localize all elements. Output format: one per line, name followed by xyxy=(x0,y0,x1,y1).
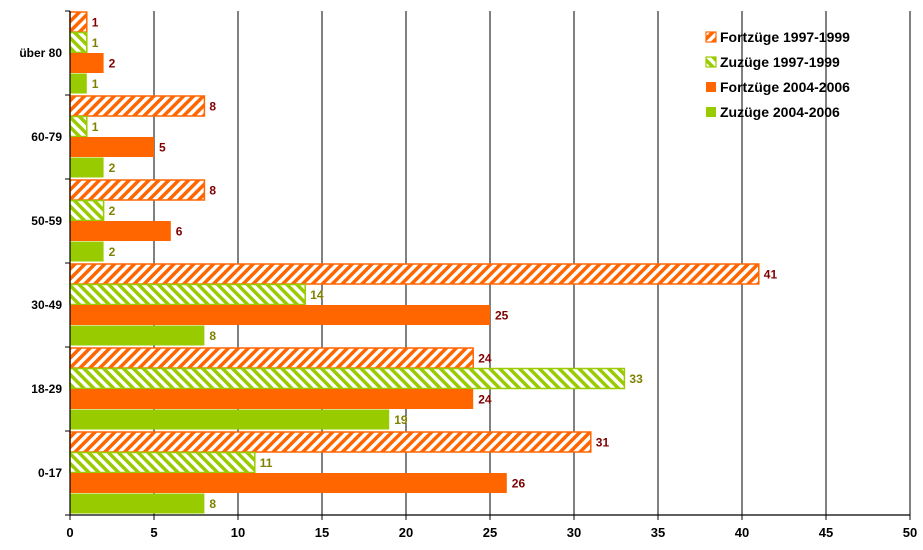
value-label-zuzüge-2004-2006-50-59: 2 xyxy=(109,245,116,259)
legend-swatch-zuzüge-1997-1999 xyxy=(705,56,717,68)
bar-zuzüge-1997-1999-18-29 xyxy=(69,367,626,390)
x-tick-label: 35 xyxy=(651,525,665,540)
value-label-zuzüge-2004-2006-60-79: 2 xyxy=(109,161,116,175)
grid xyxy=(153,11,911,515)
bar-fortzüge-2004-2006-18-29 xyxy=(70,389,474,409)
legend-label-fortzüge-2004-2006: Fortzüge 2004-2006 xyxy=(720,79,850,95)
bar-fortzüge-1997-1999-über-80 xyxy=(69,11,88,33)
bar-fortzüge-2004-2006-50-59 xyxy=(70,221,171,241)
category-label-30-49: 30-49 xyxy=(31,298,62,312)
value-label-fortzüge-2004-2006-18-29: 24 xyxy=(478,393,492,407)
bar-fortzüge-1997-1999-30-49 xyxy=(69,263,760,285)
value-label-zuzüge-1997-1999-60-79: 1 xyxy=(92,120,99,134)
value-label-fortzüge-1997-1999-0-17: 31 xyxy=(596,436,610,450)
bar-zuzüge-1997-1999-60-79 xyxy=(69,115,88,138)
legend-label-fortzüge-1997-1999: Fortzüge 1997-1999 xyxy=(720,29,850,45)
bar-zuzüge-2004-2006-über-80 xyxy=(70,73,87,94)
bar-zuzüge-2004-2006-30-49 xyxy=(70,325,205,346)
legend-swatch-zuzüge-2004-2006 xyxy=(706,107,716,117)
axes: 0 5 10 15 20 25 30 35 40 45 500-1718-2930-4950-596… xyxy=(19,10,917,540)
bar-zuzüge-2004-2006-50-59 xyxy=(70,241,104,262)
category-label-0-17: 0-17 xyxy=(38,466,62,480)
value-label-zuzüge-1997-1999-50-59: 2 xyxy=(109,204,116,218)
value-label-zuzüge-2004-2006-über-80: 1 xyxy=(92,77,99,91)
x-tick-label: 20 xyxy=(399,525,413,540)
value-label-zuzüge-1997-1999-18-29: 33 xyxy=(629,372,643,386)
value-label-zuzüge-2004-2006-18-29: 19 xyxy=(394,413,408,427)
value-label-zuzüge-2004-2006-0-17: 8 xyxy=(209,497,216,511)
legend-swatch-fortzüge-1997-1999 xyxy=(705,31,717,43)
value-label-fortzüge-1997-1999-über-80: 1 xyxy=(92,16,99,30)
category-label-50-59: 50-59 xyxy=(31,214,62,228)
value-label-fortzüge-2004-2006-50-59: 6 xyxy=(176,225,183,239)
legend-swatch-fortzüge-2004-2006 xyxy=(706,82,716,92)
value-label-zuzüge-1997-1999-über-80: 1 xyxy=(92,36,99,50)
category-label-60-79: 60-79 xyxy=(31,130,62,144)
x-tick-label: 45 xyxy=(819,525,833,540)
value-label-fortzüge-1997-1999-30-49: 41 xyxy=(764,268,778,282)
bar-zuzüge-2004-2006-0-17 xyxy=(70,493,205,514)
value-label-fortzüge-2004-2006-60-79: 5 xyxy=(159,141,166,155)
value-label-zuzüge-2004-2006-30-49: 8 xyxy=(209,329,216,343)
value-label-fortzüge-1997-1999-60-79: 8 xyxy=(209,100,216,114)
bar-fortzüge-1997-1999-50-59 xyxy=(69,179,206,201)
x-tick-label: 30 xyxy=(567,525,581,540)
bar-fortzüge-1997-1999-60-79 xyxy=(69,95,206,117)
bar-zuzüge-2004-2006-18-29 xyxy=(70,409,390,430)
value-label-fortzüge-2004-2006-30-49: 25 xyxy=(495,309,509,323)
category-label-18-29: 18-29 xyxy=(31,382,62,396)
bar-fortzüge-2004-2006-60-79 xyxy=(70,137,154,157)
x-tick-label: 25 xyxy=(483,525,497,540)
bar-fortzüge-2004-2006-30-49 xyxy=(70,305,490,325)
x-tick-label: 10 xyxy=(231,525,245,540)
legend: Fortzüge 1997-1999 Zuzüge 1997-1999 Fortzü… xyxy=(705,29,850,120)
x-tick-label: 5 xyxy=(150,525,157,540)
x-tick-label: 40 xyxy=(735,525,749,540)
category-label-über-80: über 80 xyxy=(19,46,62,60)
bar-zuzüge-1997-1999-30-49 xyxy=(69,283,306,306)
bar-zuzüge-1997-1999-0-17 xyxy=(69,451,256,474)
bar-fortzüge-1997-1999-18-29 xyxy=(69,347,474,369)
value-label-zuzüge-1997-1999-30-49: 14 xyxy=(310,288,324,302)
bar-fortzüge-2004-2006-über-80 xyxy=(70,53,104,73)
bar-zuzüge-2004-2006-60-79 xyxy=(70,157,104,178)
value-label-zuzüge-1997-1999-0-17: 11 xyxy=(260,456,273,470)
bars xyxy=(69,11,760,514)
bar-fortzüge-2004-2006-0-17 xyxy=(70,473,507,493)
x-tick-label: 15 xyxy=(315,525,329,540)
x-tick-label: 50 xyxy=(903,525,917,540)
legend-label-zuzüge-1997-1999: Zuzüge 1997-1999 xyxy=(720,54,840,70)
bar-fortzüge-1997-1999-0-17 xyxy=(69,431,592,453)
value-label-fortzüge-2004-2006-über-80: 2 xyxy=(109,57,116,71)
bar-zuzüge-1997-1999-50-59 xyxy=(69,199,105,222)
value-label-fortzüge-1997-1999-18-29: 24 xyxy=(478,352,492,366)
value-label-fortzüge-2004-2006-0-17: 26 xyxy=(512,477,526,491)
bar-zuzüge-1997-1999-über-80 xyxy=(69,31,88,54)
x-tick-label: 0 xyxy=(66,525,73,540)
legend-label-zuzüge-2004-2006: Zuzüge 2004-2006 xyxy=(720,104,840,120)
value-label-fortzüge-1997-1999-50-59: 8 xyxy=(209,184,216,198)
